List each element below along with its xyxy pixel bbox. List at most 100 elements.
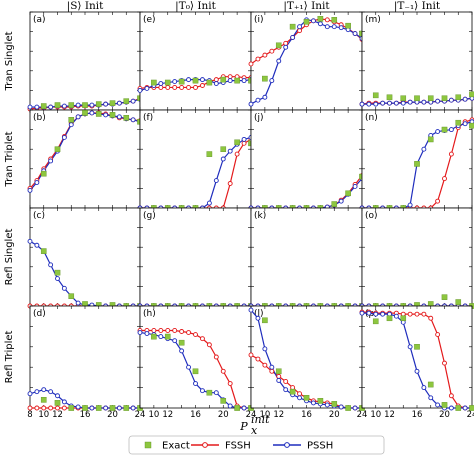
pssh-point: [27, 391, 33, 397]
exact-point: [40, 103, 47, 109]
exact-point: [192, 77, 199, 84]
exact-point: [82, 102, 88, 108]
exact-point: [427, 95, 434, 102]
pssh-point: [103, 101, 109, 107]
x-tick-label: 20: [218, 410, 229, 420]
exact-point: [317, 398, 324, 404]
exact-point: [386, 94, 393, 101]
panel-label: (n): [365, 113, 378, 123]
exact-point: [345, 405, 351, 411]
panel: (h) 10 12 16 20 24: [137, 305, 256, 420]
pssh-point: [144, 331, 150, 336]
pssh-point: [269, 78, 275, 84]
panels: (a) (e) (i) (m) (b) (f) (j) (n) (c) (g) (k) (o) (d) 8…: [27, 11, 474, 420]
pssh-point: [213, 390, 219, 396]
pssh-point: [310, 400, 316, 406]
exact-point: [123, 405, 130, 411]
pssh-point: [75, 300, 81, 306]
exact-point: [95, 405, 102, 411]
x-tick-label: 24: [467, 410, 474, 420]
pssh-point: [34, 104, 40, 110]
panel-frame: [250, 305, 363, 409]
exact-point: [151, 333, 157, 340]
pssh-point: [61, 399, 67, 405]
pssh-point: [179, 348, 185, 354]
exact-point: [414, 161, 420, 167]
exact-point: [40, 170, 47, 177]
fssh-point: [428, 315, 434, 321]
pssh-point: [448, 127, 454, 133]
panel-label: (e): [143, 15, 156, 25]
fssh-point: [172, 85, 178, 90]
exact-point: [192, 368, 199, 375]
fssh-point: [158, 328, 164, 333]
pssh-point: [248, 101, 254, 107]
pssh-point: [75, 114, 81, 120]
x-tick-label: 12: [273, 410, 284, 420]
x-tick-label: 12: [52, 410, 63, 420]
exact-point: [68, 405, 75, 411]
pssh-point: [255, 315, 261, 321]
exact-point: [109, 405, 116, 411]
pssh-point: [48, 262, 54, 268]
panel: (i): [248, 11, 365, 111]
pssh-point: [130, 117, 136, 123]
pssh-point: [435, 98, 441, 104]
pssh-point: [75, 404, 81, 410]
fssh-point: [297, 28, 303, 34]
pssh-point: [213, 81, 219, 86]
pssh-point: [186, 364, 192, 370]
pssh-point: [248, 307, 254, 313]
pssh-point: [269, 364, 275, 370]
pssh-point: [48, 104, 54, 110]
pssh-point: [387, 100, 392, 106]
exact-point: [206, 79, 213, 86]
x-tick-label: 16: [412, 410, 423, 420]
fssh-point: [41, 405, 47, 411]
panel-label: (h): [143, 309, 156, 319]
exact-point: [123, 98, 130, 104]
exact-point: [234, 77, 240, 84]
fssh-point: [297, 391, 303, 397]
column-title: |T₋₁⟩ Init: [394, 0, 441, 13]
panel-label: (d): [33, 309, 46, 319]
exact-point: [469, 91, 474, 98]
exact-point: [68, 102, 75, 108]
pssh-point: [172, 338, 178, 344]
pssh-point: [276, 378, 282, 383]
panel: (k): [248, 207, 365, 309]
exact-point: [220, 146, 227, 153]
exact-point: [95, 111, 102, 117]
exact-point: [178, 339, 185, 346]
exact-point: [386, 315, 393, 322]
panel-frame: [139, 109, 252, 209]
row-label: Tran Triplet: [4, 131, 15, 187]
exact-point: [455, 405, 462, 411]
pssh-point: [393, 100, 399, 106]
pssh-point: [407, 344, 413, 350]
x-tick-label: 10: [259, 410, 270, 420]
fssh-point: [165, 328, 171, 333]
fssh-point: [193, 85, 198, 90]
pssh-point: [137, 87, 143, 93]
exact-point: [317, 16, 324, 22]
pssh-point: [338, 404, 344, 410]
pssh-point: [116, 405, 122, 411]
pssh-point: [435, 402, 441, 408]
exact-point: [275, 368, 282, 375]
column-title: |T₀⟩ Init: [175, 0, 216, 13]
pssh-point: [324, 24, 330, 30]
pssh-point: [324, 402, 330, 408]
panel: (a): [27, 11, 143, 112]
pssh-point: [297, 24, 303, 30]
pssh-point: [199, 77, 205, 83]
fssh-point: [165, 85, 171, 90]
fssh-point: [442, 176, 447, 182]
pssh-point: [297, 395, 303, 401]
fssh-point: [248, 352, 254, 358]
fssh-point: [435, 332, 441, 338]
pssh-point: [400, 100, 406, 106]
pssh-point: [241, 136, 247, 142]
x-tick-label: 12: [162, 410, 173, 420]
pssh-point: [34, 180, 40, 185]
